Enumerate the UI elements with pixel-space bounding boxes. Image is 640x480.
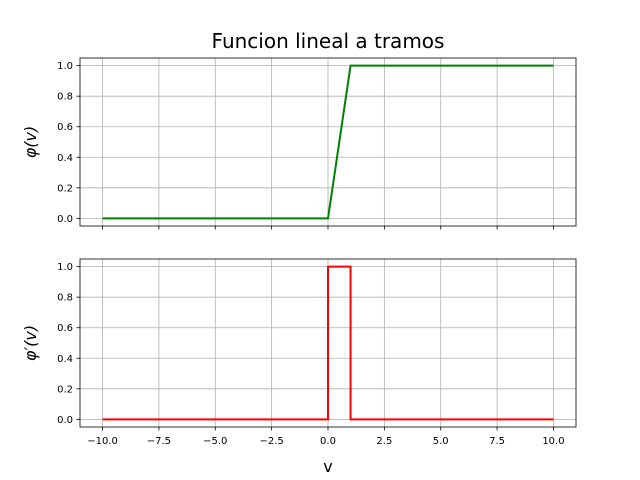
y-tick-label: 0.0 [57, 214, 73, 225]
y-tick-label: 1.0 [57, 61, 73, 72]
y-tick-label: 0.8 [57, 92, 73, 103]
y-axis-label: φ(v) [21, 126, 40, 159]
x-tick-label: −5.0 [203, 436, 227, 447]
x-tick-label: 0.0 [320, 436, 336, 447]
y-tick-label: 1.0 [57, 262, 73, 273]
y-tick-label: 0.4 [57, 354, 73, 365]
series [102, 64, 554, 220]
x-tick-label: 10.0 [542, 436, 564, 447]
ticks: −10.0 −7.5 −5.0 −2.5 0.0 2.5 5.0 7.5 10.0 0.0 0.2 0… [57, 262, 564, 447]
x-tick-label: −2.5 [259, 436, 283, 447]
chart-title: Funcion lineal a tramos [212, 29, 445, 53]
ticks: 0.0 0.2 0.4 0.6 0.8 1.0 [57, 61, 554, 230]
x-tick-label: 5.0 [433, 436, 449, 447]
y-tick-label: 0.8 [57, 293, 73, 304]
grid [80, 58, 576, 226]
y-tick-label: 0.6 [57, 323, 73, 334]
subplot-phi: 0.0 0.2 0.4 0.6 0.8 1.0 φ(v) [21, 57, 577, 230]
x-tick-label: 7.5 [489, 436, 505, 447]
y-tick-label: 0.0 [57, 415, 73, 426]
y-tick-label: 0.2 [57, 183, 73, 194]
x-axis-label: v [323, 457, 332, 476]
y-tick-label: 0.2 [57, 384, 73, 395]
y-tick-label: 0.4 [57, 153, 73, 164]
x-tick-label: −7.5 [147, 436, 171, 447]
y-tick-label: 0.6 [57, 122, 73, 133]
x-tick-label: 2.5 [376, 436, 392, 447]
subplot-phi-derivative: −10.0 −7.5 −5.0 −2.5 0.0 2.5 5.0 7.5 10.0 0.0 0.2 0… [21, 258, 577, 447]
series [102, 265, 554, 421]
x-tick-label: −10.0 [87, 436, 118, 447]
series-line [102, 265, 554, 421]
y-axis-label: φ′(v) [21, 325, 40, 361]
series-line [102, 64, 554, 220]
